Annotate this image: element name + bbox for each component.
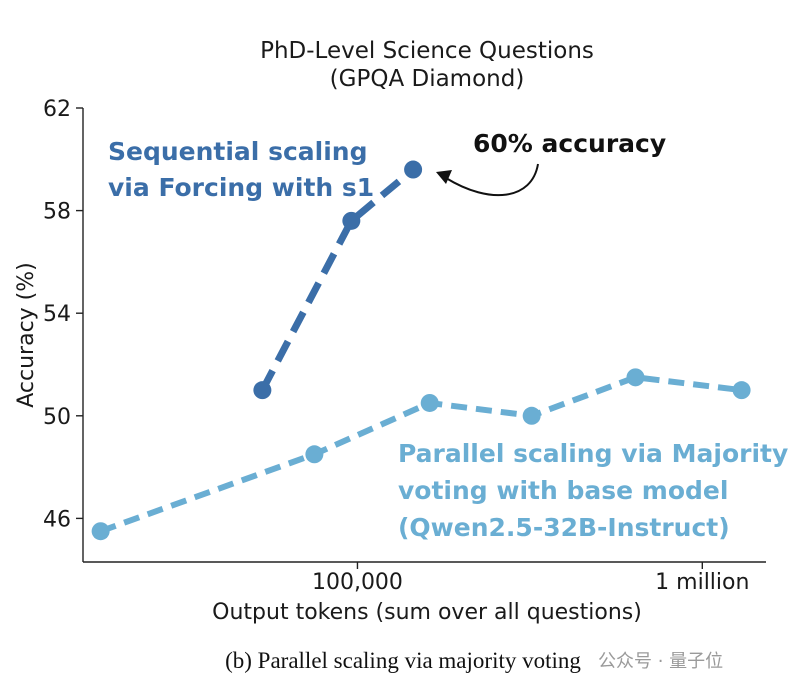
- parallel-label-line-3: (Qwen2.5-32B-Instruct): [398, 513, 730, 542]
- series-line: [259, 166, 416, 392]
- y-tick-label: 62: [43, 97, 71, 122]
- chart-subtitle: (GPQA Diamond): [330, 66, 525, 92]
- data-point: [522, 406, 541, 425]
- sequential-label-line-2: via Forcing with s1: [108, 173, 374, 202]
- x-tick-label: 100,000: [312, 570, 403, 595]
- sequential-label-line-1: Sequential scaling: [108, 137, 367, 166]
- parallel-label-line-2: voting with base model: [398, 476, 728, 505]
- y-tick-label: 58: [43, 200, 71, 225]
- callout-arrow: [445, 163, 539, 197]
- data-point: [91, 522, 110, 541]
- x-tick-label: 1 million: [655, 570, 749, 595]
- axes: [82, 108, 766, 563]
- y-tick-label: 50: [43, 405, 71, 430]
- data-point: [342, 211, 361, 230]
- chart-title: PhD-Level Science Questions: [260, 38, 594, 64]
- y-tick-label: 54: [43, 302, 71, 327]
- callout-arrowhead: [436, 170, 452, 184]
- figure-caption: (b) Parallel scaling via majority voting: [225, 648, 581, 673]
- data-point: [305, 445, 324, 464]
- annotations: Sequential scaling via Forcing with s1 6…: [108, 129, 797, 542]
- accuracy-callout: 60% accuracy: [473, 129, 666, 158]
- data-point: [420, 393, 439, 412]
- series-parallel: [91, 368, 751, 541]
- series-sequential: [253, 160, 423, 400]
- y-axis-label: Accuracy (%): [14, 262, 39, 408]
- watermark: 公众号 · 量子位: [598, 651, 724, 672]
- parallel-label-line-1: Parallel scaling via Majority: [398, 439, 788, 468]
- data-point: [626, 368, 645, 387]
- series-line: [99, 374, 742, 535]
- x-axis-label: Output tokens (sum over all questions): [212, 600, 642, 625]
- sequential-series-label: Sequential scaling via Forcing with s1: [108, 137, 376, 202]
- parallel-series-label: Parallel scaling via Majority voting wit…: [398, 439, 797, 542]
- y-tick-label: 46: [43, 507, 71, 532]
- data-point: [253, 381, 272, 400]
- data-point: [732, 381, 751, 400]
- data-point: [404, 160, 423, 179]
